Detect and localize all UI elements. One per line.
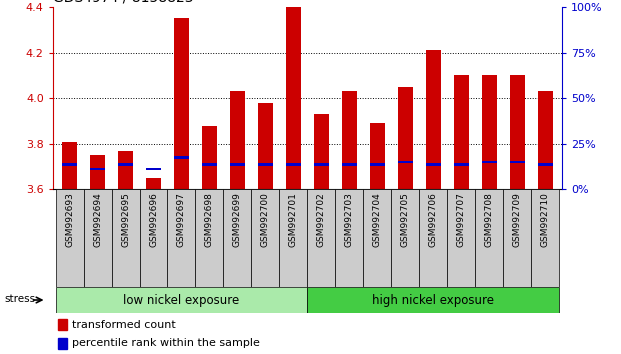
Bar <box>307 189 335 287</box>
Bar <box>56 189 84 287</box>
Bar <box>307 287 559 313</box>
Text: GSM992707: GSM992707 <box>457 192 466 247</box>
Bar <box>146 168 161 170</box>
Bar <box>510 75 525 189</box>
Text: GSM992701: GSM992701 <box>289 192 298 247</box>
Text: stress: stress <box>4 294 35 304</box>
Bar <box>425 163 441 166</box>
Text: GSM992693: GSM992693 <box>65 192 74 247</box>
Text: GSM992706: GSM992706 <box>429 192 438 247</box>
Text: GSM992698: GSM992698 <box>205 192 214 247</box>
Bar <box>369 123 385 189</box>
Bar <box>202 126 217 189</box>
Text: GSM992704: GSM992704 <box>373 192 382 247</box>
Bar <box>279 189 307 287</box>
Bar <box>481 75 497 189</box>
Bar <box>230 163 245 166</box>
Bar <box>453 75 469 189</box>
Bar <box>447 189 475 287</box>
Bar <box>369 163 385 166</box>
Bar <box>230 91 245 189</box>
Bar <box>58 319 67 330</box>
Bar <box>510 161 525 163</box>
Text: GSM992699: GSM992699 <box>233 192 242 247</box>
Bar <box>118 151 134 189</box>
Bar <box>56 287 307 313</box>
Bar <box>531 189 559 287</box>
Bar <box>146 178 161 189</box>
Bar <box>112 189 140 287</box>
Bar <box>314 114 329 189</box>
Bar <box>397 87 413 189</box>
Text: GSM992696: GSM992696 <box>149 192 158 247</box>
Bar <box>58 338 67 349</box>
Bar <box>90 155 105 189</box>
Bar <box>391 189 419 287</box>
Text: percentile rank within the sample: percentile rank within the sample <box>72 338 260 348</box>
Bar <box>481 161 497 163</box>
Bar <box>258 103 273 189</box>
Bar <box>224 189 252 287</box>
Bar <box>90 168 105 170</box>
Text: GSM992702: GSM992702 <box>317 192 326 247</box>
Bar <box>503 189 531 287</box>
Bar <box>168 189 196 287</box>
Bar <box>84 189 112 287</box>
Text: GSM992703: GSM992703 <box>345 192 354 247</box>
Bar <box>174 18 189 189</box>
Bar <box>140 189 168 287</box>
Text: GSM992710: GSM992710 <box>541 192 550 247</box>
Text: GSM992709: GSM992709 <box>513 192 522 247</box>
Bar <box>174 156 189 159</box>
Bar <box>419 189 447 287</box>
Text: GSM992697: GSM992697 <box>177 192 186 247</box>
Text: high nickel exposure: high nickel exposure <box>373 293 494 307</box>
Bar <box>475 189 503 287</box>
Text: transformed count: transformed count <box>72 320 176 330</box>
Text: GSM992694: GSM992694 <box>93 192 102 247</box>
Text: low nickel exposure: low nickel exposure <box>124 293 240 307</box>
Bar <box>538 163 553 166</box>
Bar <box>363 189 391 287</box>
Text: GSM992695: GSM992695 <box>121 192 130 247</box>
Bar <box>62 142 77 189</box>
Bar <box>335 189 363 287</box>
Bar <box>196 189 224 287</box>
Bar <box>202 163 217 166</box>
Bar <box>425 50 441 189</box>
Text: GSM992700: GSM992700 <box>261 192 270 247</box>
Bar <box>118 163 134 166</box>
Bar <box>342 163 357 166</box>
Bar <box>342 91 357 189</box>
Bar <box>258 163 273 166</box>
Text: GSM992708: GSM992708 <box>485 192 494 247</box>
Bar <box>62 163 77 166</box>
Bar <box>286 163 301 166</box>
Bar <box>538 91 553 189</box>
Bar <box>453 163 469 166</box>
Bar <box>397 161 413 163</box>
Text: GDS4974 / 8158823: GDS4974 / 8158823 <box>53 0 193 5</box>
Bar <box>252 189 279 287</box>
Text: GSM992705: GSM992705 <box>401 192 410 247</box>
Bar <box>286 7 301 189</box>
Bar <box>314 163 329 166</box>
